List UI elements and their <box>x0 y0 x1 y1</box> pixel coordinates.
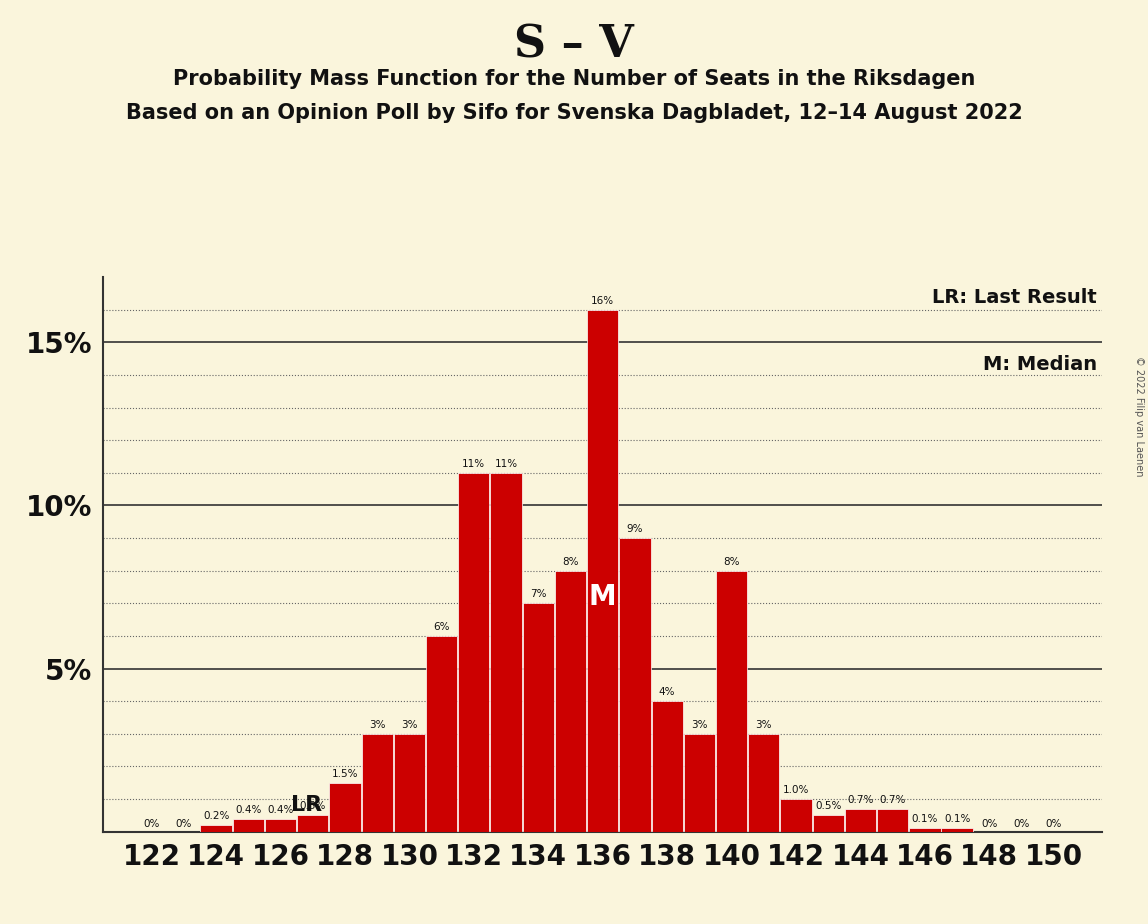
Text: 3%: 3% <box>755 720 773 730</box>
Text: LR: Last Result: LR: Last Result <box>932 288 1097 308</box>
Text: 0%: 0% <box>1046 819 1062 829</box>
Text: 3%: 3% <box>691 720 707 730</box>
Bar <box>265 819 296 832</box>
Text: 7%: 7% <box>530 590 546 600</box>
Text: © 2022 Filip van Laenen: © 2022 Filip van Laenen <box>1134 356 1143 476</box>
Text: M: Median: M: Median <box>983 355 1097 374</box>
Text: 4%: 4% <box>659 687 675 698</box>
Bar <box>716 571 747 832</box>
Text: 0.7%: 0.7% <box>879 795 906 805</box>
Text: 1.0%: 1.0% <box>783 785 809 795</box>
Text: 0%: 0% <box>982 819 998 829</box>
Text: 0.2%: 0.2% <box>203 811 230 821</box>
Text: 6%: 6% <box>433 622 450 632</box>
Bar <box>394 734 425 832</box>
Text: 0.4%: 0.4% <box>235 805 262 815</box>
Text: 0.1%: 0.1% <box>944 814 970 824</box>
Bar <box>813 815 844 832</box>
Text: 0.5%: 0.5% <box>300 801 326 811</box>
Text: 3%: 3% <box>401 720 418 730</box>
Text: Probability Mass Function for the Number of Seats in the Riksdagen: Probability Mass Function for the Number… <box>173 69 975 90</box>
Text: 0.5%: 0.5% <box>815 801 841 811</box>
Text: 9%: 9% <box>627 524 643 534</box>
Bar <box>201 825 232 832</box>
Bar <box>587 310 619 832</box>
Text: 0.7%: 0.7% <box>847 795 874 805</box>
Text: 11%: 11% <box>463 459 486 469</box>
Text: S – V: S – V <box>514 23 634 67</box>
Bar <box>426 636 457 832</box>
Bar <box>684 734 715 832</box>
Bar <box>522 603 553 832</box>
Text: 1.5%: 1.5% <box>332 769 358 779</box>
Bar <box>845 808 876 832</box>
Text: LR: LR <box>292 795 323 815</box>
Bar <box>781 799 812 832</box>
Bar <box>490 473 521 832</box>
Text: 11%: 11% <box>495 459 518 469</box>
Bar <box>941 828 972 832</box>
Bar <box>748 734 779 832</box>
Text: 0.4%: 0.4% <box>267 805 294 815</box>
Text: M: M <box>589 583 616 611</box>
Text: 0%: 0% <box>176 819 192 829</box>
Bar <box>554 571 587 832</box>
Bar <box>909 828 940 832</box>
Bar <box>458 473 489 832</box>
Text: 0.1%: 0.1% <box>912 814 938 824</box>
Bar <box>652 701 683 832</box>
Text: 8%: 8% <box>563 557 579 566</box>
Text: Based on an Opinion Poll by Sifo for Svenska Dagbladet, 12–14 August 2022: Based on an Opinion Poll by Sifo for Sve… <box>125 103 1023 124</box>
Bar <box>329 783 360 832</box>
Bar <box>233 819 264 832</box>
Text: 16%: 16% <box>591 296 614 306</box>
Text: 3%: 3% <box>369 720 386 730</box>
Text: 8%: 8% <box>723 557 739 566</box>
Bar <box>877 808 908 832</box>
Text: 0%: 0% <box>144 819 160 829</box>
Bar <box>619 538 651 832</box>
Text: 0%: 0% <box>1014 819 1030 829</box>
Bar <box>297 815 328 832</box>
Bar <box>362 734 393 832</box>
